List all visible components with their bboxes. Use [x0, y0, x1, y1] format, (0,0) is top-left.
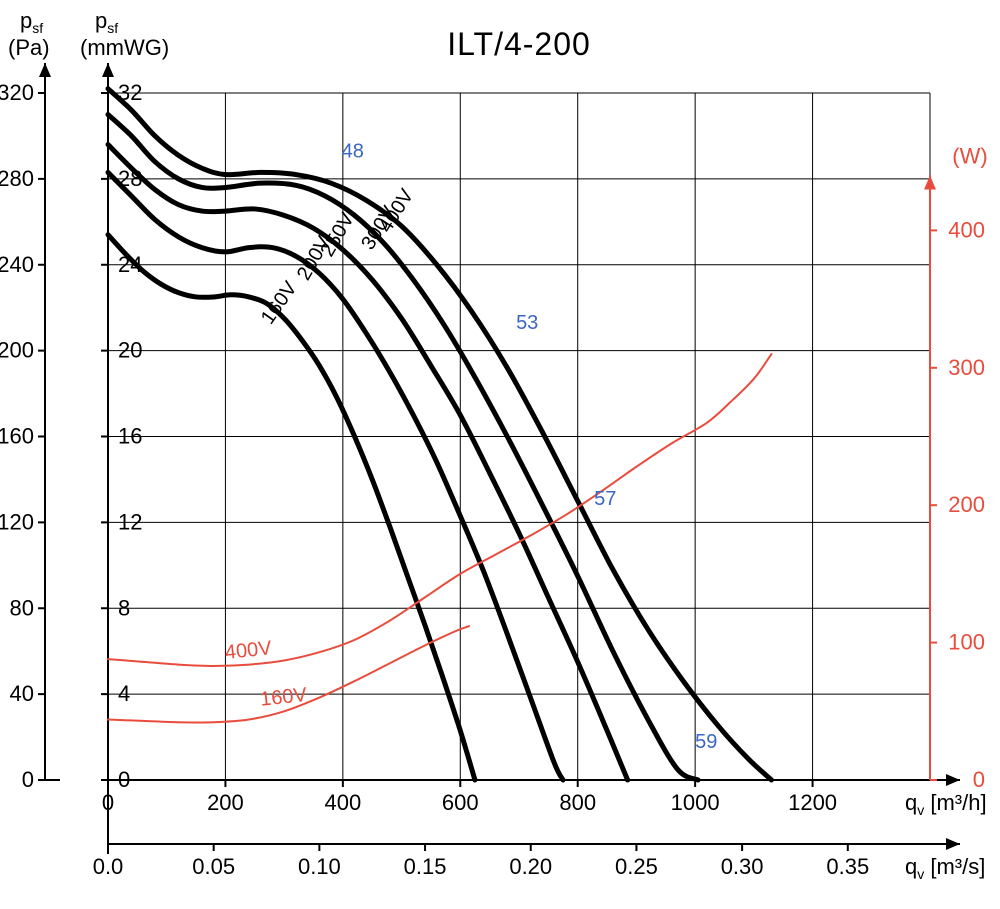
power-curve-power_400V	[108, 354, 771, 666]
svg-text:120: 120	[0, 509, 34, 534]
svg-text:0.10: 0.10	[298, 854, 341, 879]
svg-text:0.35: 0.35	[826, 854, 869, 879]
svg-text:400: 400	[324, 790, 361, 815]
svg-text:0.15: 0.15	[404, 854, 447, 879]
svg-text:0: 0	[973, 767, 985, 792]
svg-text:800: 800	[559, 790, 596, 815]
noise-marker-53: 53	[516, 312, 538, 334]
svg-text:20: 20	[118, 338, 142, 363]
pressure-curve-200V	[108, 172, 563, 780]
svg-text:280: 280	[0, 166, 34, 191]
noise-marker-59: 59	[695, 731, 717, 753]
svg-text:12: 12	[118, 509, 142, 534]
svg-text:240: 240	[0, 252, 34, 277]
svg-text:0.05: 0.05	[192, 854, 235, 879]
svg-text:200: 200	[0, 338, 34, 363]
svg-text:8: 8	[118, 595, 130, 620]
power-curve-power_160V	[108, 626, 469, 722]
svg-text:0: 0	[118, 767, 130, 792]
svg-text:0: 0	[22, 767, 34, 792]
svg-text:0.25: 0.25	[615, 854, 658, 879]
power-curve-label-power_160V: 160V	[259, 684, 308, 711]
noise-marker-57: 57	[594, 488, 616, 510]
svg-text:80: 80	[10, 595, 34, 620]
svg-text:4: 4	[118, 681, 130, 706]
y-axis-power-label: (W)	[952, 143, 987, 168]
svg-text:0.30: 0.30	[721, 854, 764, 879]
svg-text:200: 200	[948, 492, 985, 517]
svg-text:0: 0	[102, 790, 114, 815]
pressure-curve-400V	[108, 89, 771, 780]
fan-performance-chart: 0408012016020024028032004812162024283202…	[0, 0, 1000, 909]
svg-text:160: 160	[0, 424, 34, 449]
chart-title: ILT/4-200	[447, 26, 591, 62]
svg-text:0.20: 0.20	[509, 854, 552, 879]
svg-text:16: 16	[118, 424, 142, 449]
noise-marker-48: 48	[342, 140, 364, 162]
x-axis-m3h-label: qv [m³/h]	[905, 790, 987, 818]
x-axis-m3s-label: qv [m³/s]	[905, 854, 985, 882]
y-axis-mmwg-label: psf	[95, 8, 118, 36]
svg-text:600: 600	[442, 790, 479, 815]
chart-svg: 0408012016020024028032004812162024283202…	[0, 0, 1000, 909]
svg-text:(mmWG): (mmWG)	[80, 35, 169, 60]
svg-text:100: 100	[948, 630, 985, 655]
svg-text:300: 300	[948, 355, 985, 380]
svg-text:0.0: 0.0	[93, 854, 124, 879]
svg-text:200: 200	[207, 790, 244, 815]
svg-text:320: 320	[0, 80, 34, 105]
y-axis-pa-label: psf	[20, 8, 43, 36]
svg-text:400: 400	[948, 217, 985, 242]
svg-text:40: 40	[10, 681, 34, 706]
svg-text:1200: 1200	[788, 790, 837, 815]
svg-text:(Pa): (Pa)	[8, 35, 50, 60]
svg-text:1000: 1000	[671, 790, 720, 815]
power-curve-label-power_400V: 400V	[224, 637, 273, 664]
